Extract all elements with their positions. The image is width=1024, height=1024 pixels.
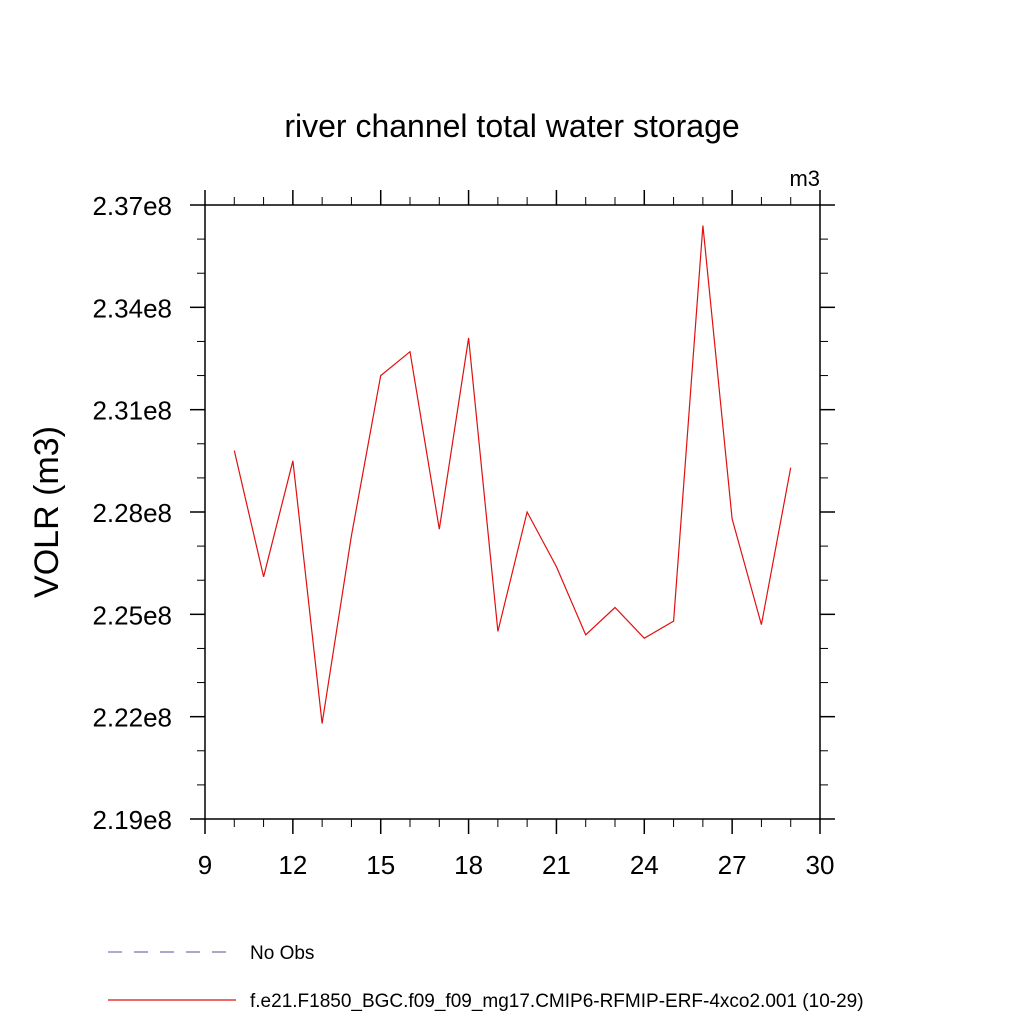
- x-tick-label: 15: [366, 850, 395, 880]
- y-axis-label: VOLR (m3): [28, 426, 66, 598]
- series-line-1: [233, 225, 792, 724]
- x-tick-label: 30: [806, 850, 835, 880]
- axis-ticks: 9 12 15 18 21 24 27 30 2.19e8 2.22e8 2.25e8 2.28e8 2…: [92, 190, 835, 880]
- legend: No Obs f.e21.F1850_BGC.f09_f09_mg17.CMIP6…: [108, 943, 864, 1012]
- x-tick-label: 21: [542, 850, 571, 880]
- legend-label: f.e21.F1850_BGC.f09_f09_mg17.CMIP6-RFMIP…: [250, 991, 864, 1012]
- y-tick-label: 2.28e8: [92, 498, 172, 528]
- y-tick-label: 2.31e8: [92, 396, 172, 426]
- x-tick-label: 12: [278, 850, 307, 880]
- x-tick-label: 24: [630, 850, 659, 880]
- legend-label: No Obs: [250, 943, 314, 964]
- series-layer: [233, 225, 792, 724]
- y-tick-label: 2.19e8: [92, 805, 172, 835]
- y-tick-label: 2.37e8: [92, 191, 172, 221]
- plot-frame: [204, 204, 821, 820]
- x-tick-label: 27: [718, 850, 747, 880]
- x-tick-label: 18: [454, 850, 483, 880]
- y-tick-label: 2.25e8: [92, 600, 172, 630]
- x-tick-label: 9: [198, 850, 212, 880]
- y-tick-label: 2.34e8: [92, 293, 172, 323]
- chart-title: river channel total water storage: [284, 108, 739, 144]
- y-tick-label: 2.22e8: [92, 703, 172, 733]
- units-label: m3: [789, 166, 820, 191]
